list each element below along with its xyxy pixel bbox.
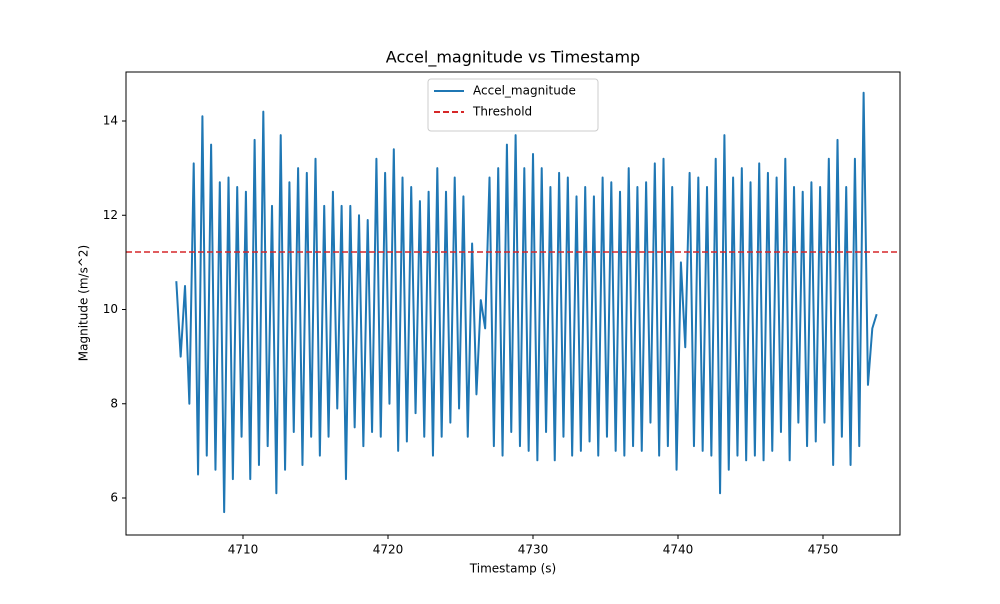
x-axis-label: Timestamp (s) [469, 562, 556, 576]
x-tick-label: 4750 [808, 543, 839, 557]
y-tick-label: 8 [110, 396, 118, 410]
y-tick-label: 6 [110, 491, 118, 505]
x-tick-label: 4710 [228, 543, 259, 557]
y-axis-label: Magnitude (m/s^2) [77, 245, 91, 361]
y-tick-label: 14 [103, 114, 118, 128]
chart-title: Accel_magnitude vs Timestamp [386, 48, 640, 68]
x-tick-label: 4730 [518, 543, 549, 557]
legend-label: Accel_magnitude [473, 84, 576, 98]
x-tick-label: 4740 [663, 543, 694, 557]
x-tick-label: 4720 [373, 543, 404, 557]
data-line [175, 91, 878, 514]
y-tick-label: 10 [103, 302, 118, 316]
legend-label: Threshold [472, 105, 532, 119]
legend-box [427, 78, 599, 132]
y-tick-label: 12 [103, 208, 118, 222]
axes-frame [125, 71, 901, 536]
